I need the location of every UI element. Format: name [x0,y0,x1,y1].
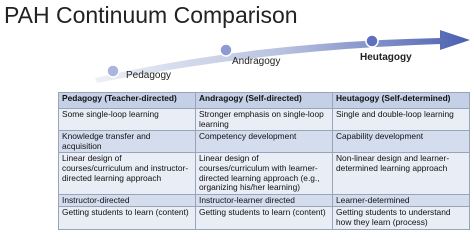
title: PAH Continuum Comparison [4,2,298,28]
header-cell: Andragogy (Self-directed) [195,92,333,109]
header-cell: Pedagogy (Teacher-directed) [58,92,196,109]
stage-label: Andragogy [232,56,281,67]
cell: Capability development [332,130,470,154]
cell: Instructor-learner directed [195,193,333,208]
comparison-table: Pedagogy (Teacher-directed) Andragogy (S… [58,92,470,230]
cell: Getting students to learn (content) [58,206,196,230]
stage-dot [106,64,120,78]
cell: Stronger emphasis on single-loop learnin… [195,107,333,132]
stage-label: Pedagogy [126,70,172,81]
cell: Learner-determined [332,193,470,208]
cell: Non-linear design and learner-determined… [332,152,470,195]
stage-dot [365,34,379,48]
header-cell: Heutagogy (Self-determined) [332,92,470,109]
row: Some single-loop learning Stronger empha… [58,107,470,132]
cell: Some single-loop learning [58,107,196,132]
cell: Linear design of courses/curriculum with… [195,152,333,195]
cell: Getting students to understand how they … [332,206,470,230]
cell: Knowledge transfer and acquisition [58,130,196,154]
row: Getting students to learn (content) Gett… [58,206,470,230]
cell: Single and double-loop learning [332,107,470,132]
row: Knowledge transfer and acquisition Compe… [58,130,470,154]
stage-label: Heutagogy [360,52,412,63]
cell: Instructor-directed [58,193,196,208]
row: Instructor-directed Instructor-learner d… [58,193,470,208]
cell: Competency development [195,130,333,154]
header-row: Pedagogy (Teacher-directed) Andragogy (S… [58,92,470,109]
stage-dot [219,43,233,57]
cell: Getting students to learn (content) [195,206,333,230]
cell: Linear design of courses/curriculum and … [58,152,196,195]
continuum-arrow [95,30,470,83]
row: Linear design of courses/curriculum and … [58,152,470,195]
